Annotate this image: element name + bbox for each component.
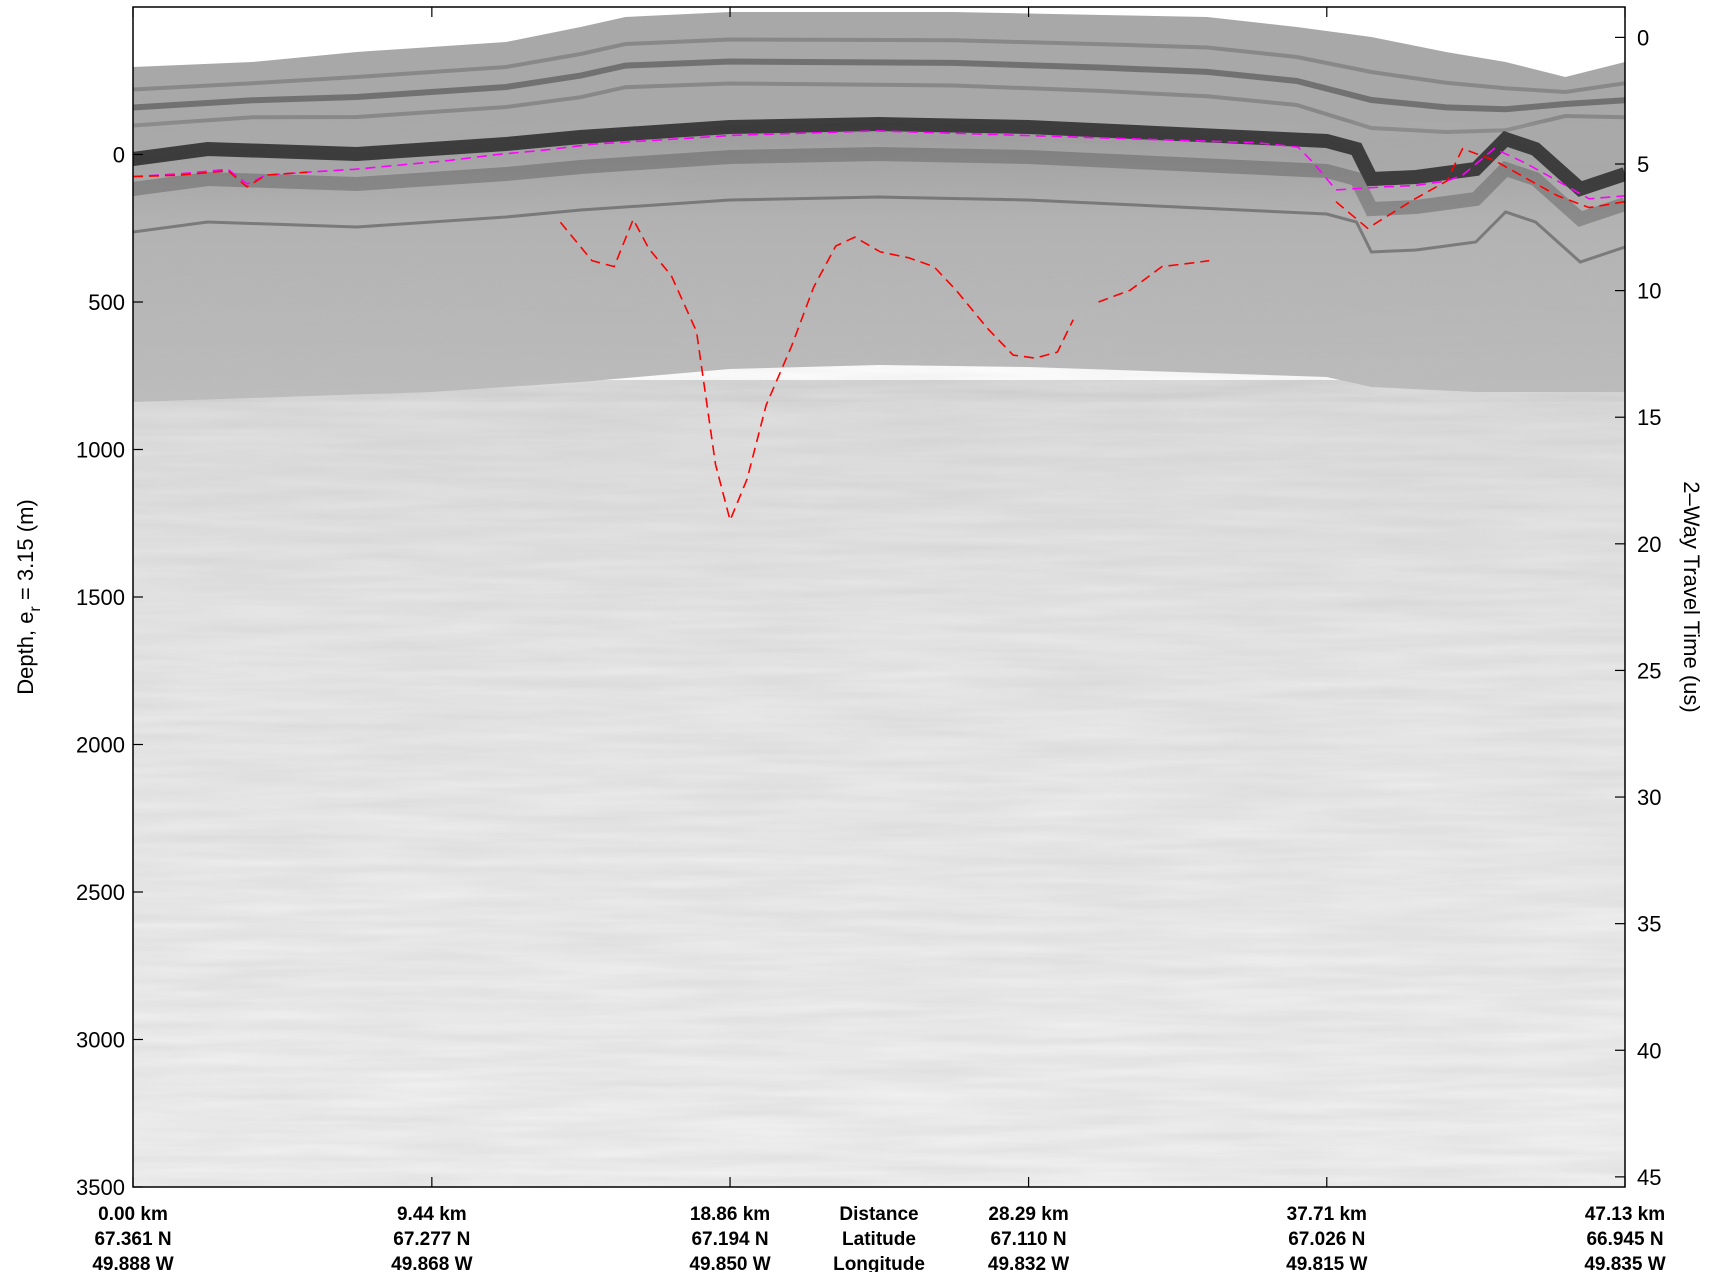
deep-clutter-texture <box>133 380 1625 1187</box>
distance-tick-label: 28.29 km <box>988 1204 1068 1225</box>
air-column-band <box>133 12 1625 187</box>
distance-tick-label: 18.86 km <box>690 1204 770 1225</box>
bottom-pick-line-1 <box>133 169 308 188</box>
depth-tick-label: 3500 <box>76 1175 125 1200</box>
longitude-tick-label: 49.815 W <box>1286 1254 1367 1272</box>
distance-tick-label: 37.71 km <box>1287 1204 1367 1225</box>
time-tick-label: 10 <box>1637 279 1661 304</box>
longitude-tick-label: 49.888 W <box>92 1254 173 1272</box>
layer-picks <box>133 130 1625 523</box>
bottom-pick-line-4 <box>1335 147 1625 230</box>
travel-time-axis: 0 5 10 15 20 25 30 35 40 45 <box>1615 25 1661 1190</box>
longitude-tick-label: 49.850 W <box>689 1254 770 1272</box>
time-tick-label: 15 <box>1637 405 1661 430</box>
bottom-pick-line-3 <box>1098 259 1210 303</box>
latitude-tick-label: 67.194 N <box>691 1229 768 1250</box>
depth-tick-label: 500 <box>88 290 125 315</box>
depth-tick-label: 1000 <box>76 438 125 463</box>
time-tick-label: 0 <box>1637 25 1649 50</box>
depth-tick-label: 2000 <box>76 733 125 758</box>
ice-column-texture <box>133 122 1625 402</box>
row-label-latitude: Latitude <box>842 1229 916 1250</box>
bottom-pick-line-2 <box>559 217 1074 523</box>
time-tick-label: 20 <box>1637 532 1661 557</box>
latitude-tick-label: 67.110 N <box>991 1229 1067 1250</box>
time-tick-label: 35 <box>1637 912 1661 937</box>
distance-tick-label: 0.00 km <box>98 1204 168 1225</box>
longitude-tick-label: 49.835 W <box>1584 1254 1665 1272</box>
air-column-stripe <box>133 81 1625 134</box>
distance-tick-label: 9.44 km <box>397 1204 467 1225</box>
latitude-tick-label: 67.026 N <box>1288 1229 1365 1250</box>
latitude-tick-label: 67.361 N <box>94 1229 171 1250</box>
row-label-longitude: Longitude <box>833 1254 925 1272</box>
echogram-image <box>133 7 1625 1187</box>
longitude-tick-label: 49.868 W <box>391 1254 472 1272</box>
distance-tick-label: 47.13 km <box>1585 1204 1665 1225</box>
surface-pick-line-0 <box>133 130 1625 200</box>
depth-axis: 0 500 1000 1500 2000 2500 3000 3500 <box>76 143 143 1200</box>
distance-axis: 0.00 km 67.361 N 49.888 W 9.44 km 67.277 N 49… <box>92 7 1666 1272</box>
row-label-distance: Distance <box>839 1204 918 1225</box>
air-column-stripe <box>133 58 1625 113</box>
longitude-tick-label: 49.832 W <box>988 1254 1069 1272</box>
depth-tick-label: 1500 <box>76 585 125 610</box>
time-tick-label: 25 <box>1637 658 1661 683</box>
time-tick-label: 5 <box>1637 152 1649 177</box>
near-surface-layers <box>133 146 1625 227</box>
surface-return <box>133 116 1625 197</box>
latitude-tick-label: 67.277 N <box>393 1229 470 1250</box>
bottom-row-labels: Distance Latitude Longitude <box>833 1204 925 1272</box>
depth-tick-label: 0 <box>113 143 125 168</box>
time-tick-label: 45 <box>1637 1165 1661 1190</box>
time-tick-label: 40 <box>1637 1038 1661 1063</box>
internal-layer <box>133 195 1625 264</box>
latitude-tick-label: 66.945 N <box>1586 1229 1663 1250</box>
depth-tick-label: 3000 <box>76 1028 125 1053</box>
travel-time-axis-title: 2–Way Travel Time (us) <box>1679 481 1704 712</box>
depth-axis-title: Depth, er = 3.15 (m) <box>13 499 44 694</box>
time-tick-label: 30 <box>1637 785 1661 810</box>
air-column-stripe <box>133 37 1625 95</box>
depth-tick-label: 2500 <box>76 880 125 905</box>
